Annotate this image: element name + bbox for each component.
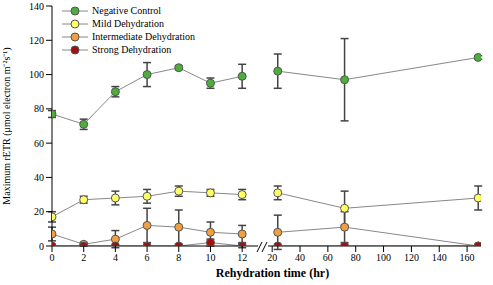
svg-text:Maximum rETR (μmol electron m⁻: Maximum rETR (μmol electron m⁻²s⁻¹) xyxy=(8,47,13,204)
html-text:Strong Dehydration: Strong Dehydration xyxy=(92,44,172,55)
svg-text:100: 100 xyxy=(29,69,44,80)
html-text:Rehydration time (hr): Rehydration time (hr) xyxy=(215,266,330,280)
html-text:Negative Control: Negative Control xyxy=(92,5,162,16)
svg-text:160: 160 xyxy=(460,252,475,263)
svg-text:100: 100 xyxy=(376,252,391,263)
svg-text:0: 0 xyxy=(50,252,55,263)
svg-text:140: 140 xyxy=(29,1,44,12)
svg-text:120: 120 xyxy=(404,252,419,263)
svg-text:60: 60 xyxy=(34,138,44,149)
svg-text:20: 20 xyxy=(267,252,277,263)
svg-text:40: 40 xyxy=(295,252,305,263)
html-text:Mild Dehydration: Mild Dehydration xyxy=(92,18,164,29)
html-text:Intermediate Dehydration: Intermediate Dehydration xyxy=(92,31,195,42)
svg-text:80: 80 xyxy=(351,252,361,263)
svg-text:0: 0 xyxy=(39,241,44,252)
svg-text:2: 2 xyxy=(81,252,86,263)
svg-text:6: 6 xyxy=(145,252,150,263)
svg-text:40: 40 xyxy=(34,172,44,183)
svg-text:10: 10 xyxy=(205,252,215,263)
svg-text:4: 4 xyxy=(113,252,118,263)
svg-text:8: 8 xyxy=(176,252,181,263)
svg-text:140: 140 xyxy=(432,252,447,263)
svg-text:120: 120 xyxy=(29,35,44,46)
svg-text:20: 20 xyxy=(34,206,44,217)
svg-text:60: 60 xyxy=(323,252,333,263)
svg-text:12: 12 xyxy=(237,252,247,263)
svg-text:80: 80 xyxy=(34,103,44,114)
